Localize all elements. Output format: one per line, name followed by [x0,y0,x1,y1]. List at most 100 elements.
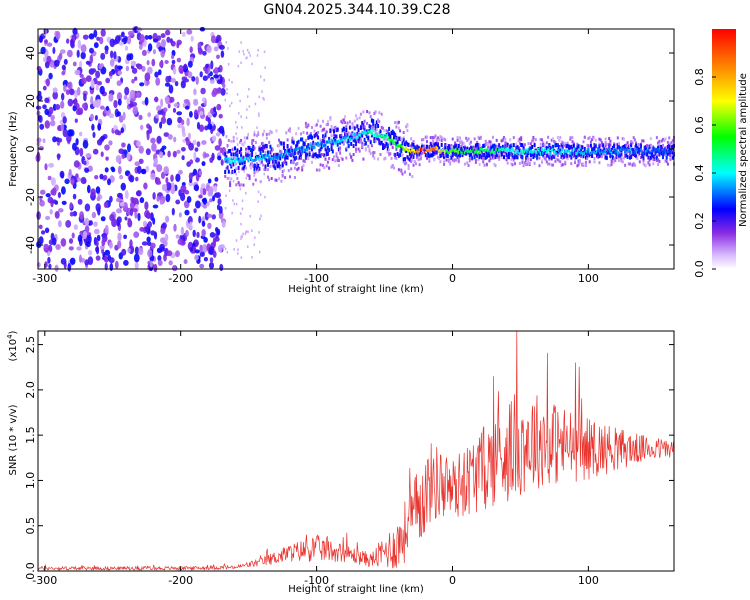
ridge-halo [264,153,267,157]
noise-speck [256,54,259,57]
noise-blob [157,255,162,262]
ridge-body [323,153,326,158]
ridge-core [494,150,497,154]
noise-blob [126,35,132,45]
ridge-body [651,153,653,158]
ridge-core [462,147,465,151]
y-tick-label: 20 [24,94,37,108]
noise-blob [213,185,218,193]
ridge-halo [263,129,266,133]
ridge-body [653,154,656,159]
ridge-halo [467,137,470,141]
ridge-halo [463,162,466,166]
ridge-body [514,155,516,160]
ridge-core [468,150,471,154]
ridge-halo [642,158,645,162]
noise-blob [178,64,184,74]
ridge-body [353,138,356,143]
ridge-halo [276,161,279,165]
ridge-body [648,144,651,149]
ridge-halo [263,167,266,171]
ridge-halo [517,138,520,142]
ridge-core [576,152,579,156]
ridge-halo [274,157,277,161]
ridge-body [552,154,554,159]
ridge-halo [306,125,309,129]
ridge-halo [232,139,235,143]
ridge-halo [404,159,406,163]
ridge-halo [544,157,547,161]
noise-blob [165,75,171,83]
ridge-halo [450,145,453,149]
ridge-core [633,150,636,154]
ridge-body [260,146,263,151]
ridge-core [279,153,282,157]
ridge-halo [576,164,579,168]
ridge-body [533,153,536,158]
ridge-body [470,152,472,157]
ridge-body [626,154,629,159]
noise-blob [118,148,125,154]
ridge-body [258,147,261,152]
noise-blob [114,260,119,269]
ridge-body [454,144,457,149]
ridge-halo [572,141,575,145]
noise-speck [260,75,262,78]
ridge-halo [534,138,537,142]
noise-blob [209,79,215,84]
ridge-body [292,140,295,145]
ridge-core [348,138,351,142]
ridge-body [541,151,543,156]
noise-blob [141,49,147,57]
ridge-halo [270,177,273,180]
ridge-halo [274,152,277,156]
noise-blob [203,257,208,262]
ridge-core [241,159,244,163]
ridge-body [578,152,581,157]
ridge-core [308,146,311,150]
ridge-halo [226,176,229,180]
ridge-body [352,144,355,148]
ridge-halo [529,142,532,146]
ridge-body [428,153,431,158]
ridge-halo [648,158,651,162]
ridge-body [495,149,498,154]
y-tick-label: 2.5 [24,336,37,354]
ridge-halo [257,130,260,134]
ridge-halo [249,166,252,170]
ridge-body [537,151,540,155]
ridge-body [281,163,284,168]
ridge-halo [456,138,459,142]
ridge-halo [564,142,567,145]
ridge-body [501,144,504,149]
ridge-halo [373,111,376,115]
noise-blob [76,177,81,182]
ridge-body [410,154,413,159]
ridge-halo [578,160,581,164]
ridge-core [581,151,584,155]
ridge-halo [236,177,239,180]
noise-blob [62,128,68,138]
ridge-halo [373,151,376,155]
ridge-body [252,147,255,152]
noise-blob [79,60,83,69]
colorbar-tick-label: 0.8 [693,68,706,86]
ridge-core [501,147,504,151]
ridge-core [313,145,316,149]
noise-blob [67,82,72,89]
ridge-halo [493,153,496,157]
noise-speck [258,112,260,115]
ridge-halo [474,160,477,164]
noise-blob [123,234,127,239]
noise-blob [72,105,77,112]
ridge-body [295,144,298,149]
ridge-core [427,148,430,152]
ridge-halo [459,136,461,140]
ridge-body [306,145,309,150]
ridge-body [312,140,315,145]
ridge-body [372,119,375,124]
ridge-halo [610,159,613,163]
ridge-halo [651,146,653,150]
noise-speck [238,112,240,115]
ridge-core [286,149,289,153]
